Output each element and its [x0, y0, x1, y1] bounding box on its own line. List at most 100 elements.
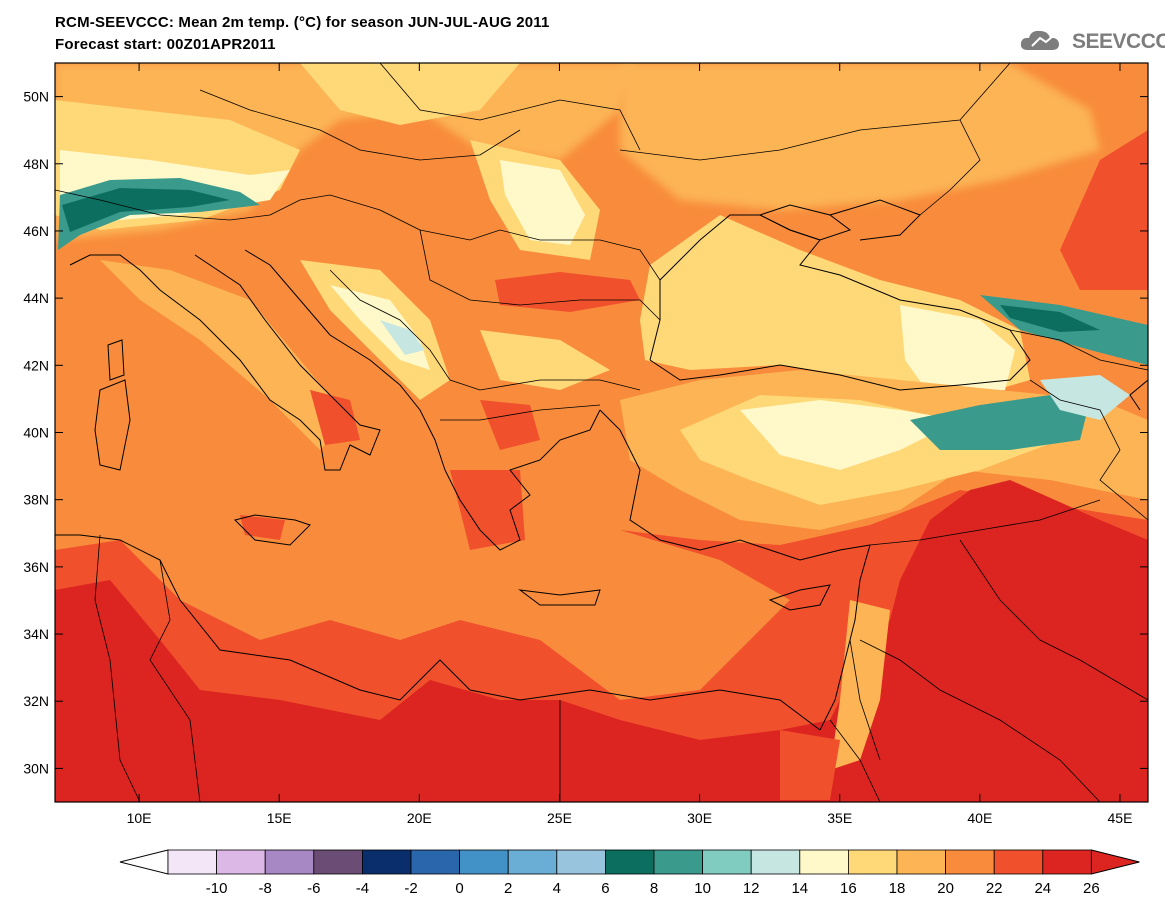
border-libya-tunisia — [149, 559, 201, 802]
field-anatolia-teal — [910, 395, 1090, 450]
field-balkans-pale — [380, 320, 425, 355]
border-ukraine — [619, 63, 1011, 161]
colorbar-swatch — [896, 849, 946, 875]
border-turkey-syria — [869, 499, 1101, 546]
lon-tick-label: 40E — [967, 810, 992, 826]
colorbar-swatch — [556, 849, 606, 875]
field-caucasus-dark — [1000, 305, 1100, 332]
field-anatolia-pale — [1040, 375, 1130, 420]
border-jordan-saudi — [859, 639, 1101, 802]
border-caucasus — [1009, 329, 1148, 371]
turkey-coast — [599, 409, 871, 561]
border-danube — [419, 229, 661, 321]
lon-tick-label: 25E — [547, 810, 572, 826]
colorbar-label: 22 — [986, 880, 1003, 897]
caspian-coast — [1129, 379, 1148, 411]
lat-tick-label: 34N — [23, 626, 49, 642]
forecast-start-subtitle: Forecast start: 00Z01APR2011 — [55, 36, 276, 53]
border-egypt-sudan-east — [829, 719, 881, 802]
lon-tick-label: 30E — [687, 810, 712, 826]
black-sea-coast — [649, 214, 1031, 391]
colorbar-swatch — [848, 849, 898, 875]
field-desert-hot — [55, 480, 1148, 802]
colorbar-label: 16 — [840, 880, 857, 897]
border-syria-iraq — [959, 539, 1148, 701]
field-bulgaria-cool — [480, 330, 610, 390]
field-black-sea-east — [900, 305, 1015, 395]
field-romania-warm — [495, 272, 640, 312]
lat-tick-label: 32N — [23, 693, 49, 709]
field-italy-mild — [100, 260, 350, 450]
colorbar-swatch — [945, 849, 995, 875]
colorbar-swatch — [605, 849, 655, 875]
field-north-top — [300, 63, 520, 125]
colorbar-swatch — [799, 849, 849, 875]
border-alps — [55, 189, 421, 231]
colorbar-label: 0 — [455, 880, 463, 897]
colorbar-swatch — [1042, 849, 1092, 875]
colorbar-label: -4 — [356, 880, 369, 897]
colorbar-label: 14 — [791, 880, 808, 897]
temperature-field — [55, 63, 1148, 802]
colorbar-swatch — [313, 849, 363, 875]
colorbar-label: 12 — [743, 880, 760, 897]
field-carpathians-cold — [500, 160, 585, 245]
colorbar-swatch — [459, 849, 509, 875]
lon-tick-label: 10E — [127, 810, 152, 826]
field-ukraine — [620, 63, 1100, 210]
lat-tick-label: 46N — [23, 223, 49, 239]
border-greece-north — [440, 404, 601, 421]
adriatic-east-coast — [244, 249, 446, 471]
field-peloponnese-warm — [450, 470, 525, 550]
crimea-coast — [758, 204, 852, 241]
colorbar-label: 26 — [1083, 880, 1100, 897]
lon-tick-label: 45E — [1108, 810, 1133, 826]
africa-coast — [55, 534, 821, 731]
colorbar-swatch — [216, 849, 266, 875]
colorbar-label: -8 — [259, 880, 272, 897]
lat-tick-label: 50N — [23, 89, 49, 105]
latitude-axis: 50N 48N 46N 44N 42N 40N 38N 36N 34N 32N 30N — [23, 89, 1148, 776]
colorbar-lower-arrow — [119, 849, 169, 875]
border-russia-ukraine — [919, 119, 981, 216]
colorbar-label: -6 — [307, 880, 320, 897]
field-nile-warm — [780, 730, 840, 800]
border-algeria-tunisia — [94, 534, 141, 802]
cloud-logo-icon — [1020, 30, 1059, 50]
border-central-europe — [199, 89, 521, 161]
colorbar-swatch — [167, 849, 217, 875]
lon-tick-label: 15E — [267, 810, 292, 826]
greece-coast — [444, 409, 601, 551]
colorbar-label: -10 — [206, 880, 228, 897]
lat-tick-label: 36N — [23, 559, 49, 575]
cyprus-coast — [768, 584, 831, 611]
lat-tick-label: 42N — [23, 357, 49, 373]
lat-tick-label: 48N — [23, 156, 49, 172]
crete-coast — [518, 589, 601, 606]
colorbar-swatch — [702, 849, 752, 875]
colorbar-swatch — [993, 849, 1044, 875]
colorbar-label: 4 — [553, 880, 561, 897]
italy-coast — [69, 254, 381, 471]
colorbar-label: -2 — [404, 880, 417, 897]
colorbar-swatch — [410, 849, 460, 875]
sicily-coast — [234, 514, 311, 546]
field-italy-warm — [310, 390, 360, 445]
field-anatolia-cold — [740, 400, 960, 470]
border-balkans — [329, 269, 641, 391]
border-poland — [379, 63, 641, 151]
field-russia-warm — [1060, 130, 1148, 290]
map-title: RCM-SEEVCCC: Mean 2m temp. (°C) for seas… — [55, 14, 550, 31]
lat-tick-label: 40N — [23, 425, 49, 441]
colorbar-upper-arrow — [1090, 849, 1140, 875]
colorbar-swatch — [361, 849, 412, 875]
corsica-coast — [107, 339, 125, 381]
colorbar-swatch — [264, 849, 315, 875]
field-sicily-warm — [240, 515, 285, 540]
border-israel — [849, 639, 881, 761]
border-hungary-romania — [419, 229, 661, 281]
colorbar-swatch — [507, 849, 558, 875]
colorbar-label: 10 — [694, 880, 711, 897]
lat-tick-label: 44N — [23, 290, 49, 306]
